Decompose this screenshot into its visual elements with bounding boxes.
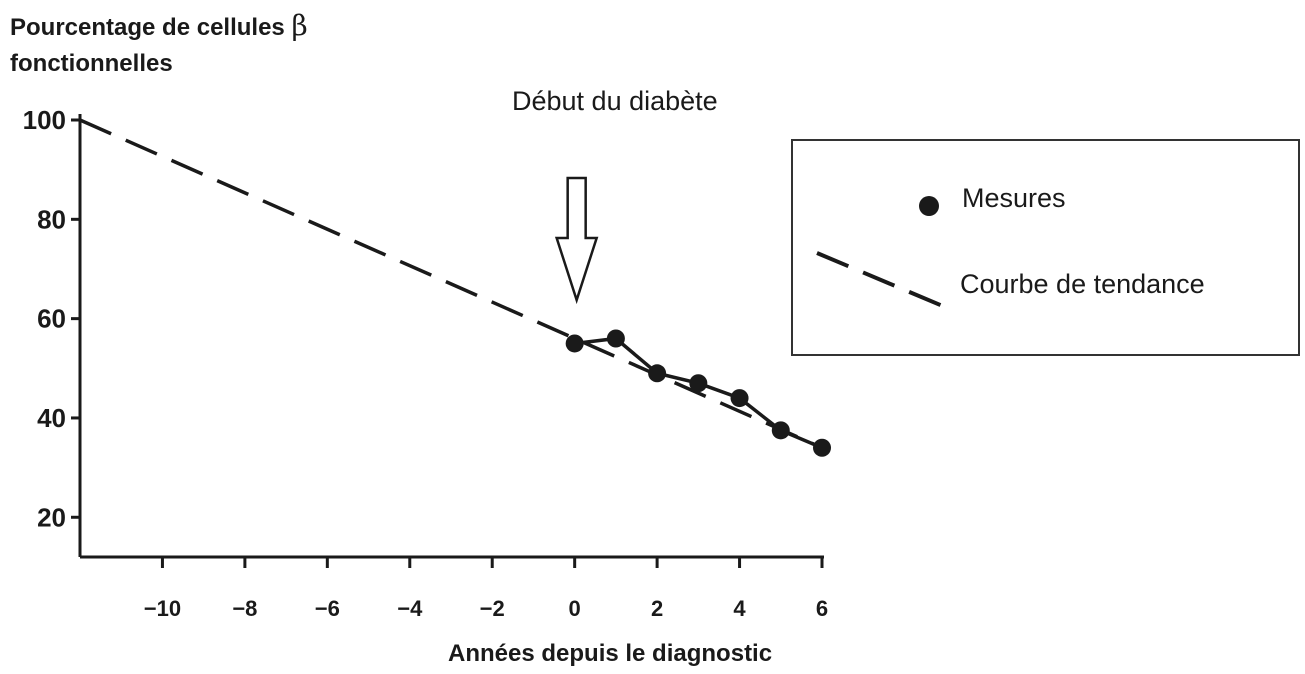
chart-axes: 20 40 60 80 100 −10 −8 −6 −4 −2 0 2 4 6 — [23, 105, 829, 621]
measurement-point — [813, 438, 831, 457]
x-tick-label: 4 — [733, 596, 746, 621]
y-tick-label: 60 — [37, 304, 66, 334]
measurement-point — [606, 329, 625, 348]
legend-label-mesures: Mesures — [962, 183, 1066, 213]
onset-arrow-icon — [554, 176, 599, 305]
y-axis-title-line1: Pourcentage de cellules β — [10, 8, 308, 46]
y-axis-title-line2: fonctionnelles — [10, 50, 173, 77]
y-axis-title-text: Pourcentage de cellules — [10, 14, 292, 41]
measurement-point — [730, 389, 749, 408]
x-tick-label: 6 — [816, 596, 828, 621]
x-tick-label: 2 — [651, 596, 663, 621]
x-tick-label: −8 — [232, 596, 257, 621]
legend-marker-mesures — [919, 196, 939, 216]
trend-series — [79, 118, 823, 450]
measurement-series — [565, 329, 831, 457]
x-axis-title: Années depuis le diagnostic — [448, 640, 773, 667]
legend-symbols — [816, 196, 946, 309]
y-tick-label: 80 — [37, 204, 66, 234]
x-tick-label: 0 — [569, 596, 581, 621]
diabetes-onset-annotation: Début du diabète — [512, 86, 718, 116]
y-tick-label: 100 — [23, 105, 66, 135]
measurement-point — [648, 364, 667, 383]
x-tick-label: −2 — [480, 596, 505, 621]
legend: Mesures Courbe de tendance — [791, 139, 1300, 356]
x-tick-label: −6 — [315, 596, 340, 621]
measurement-point — [771, 421, 790, 440]
beta-symbol: β — [291, 9, 308, 42]
measurement-point — [689, 374, 708, 393]
y-tick-label: 40 — [37, 403, 66, 433]
onset-arrow-shape — [554, 176, 599, 305]
measurement-point — [565, 334, 584, 353]
x-tick-label: −10 — [144, 596, 181, 621]
trend-line — [79, 118, 823, 450]
x-tick-label: −4 — [397, 596, 423, 621]
y-axis-title: Pourcentage de cellules β fonctionnelles — [10, 8, 308, 82]
legend-marker-trend — [816, 251, 946, 309]
y-tick-label: 20 — [37, 502, 66, 532]
legend-label-trend: Courbe de tendance — [960, 269, 1205, 299]
